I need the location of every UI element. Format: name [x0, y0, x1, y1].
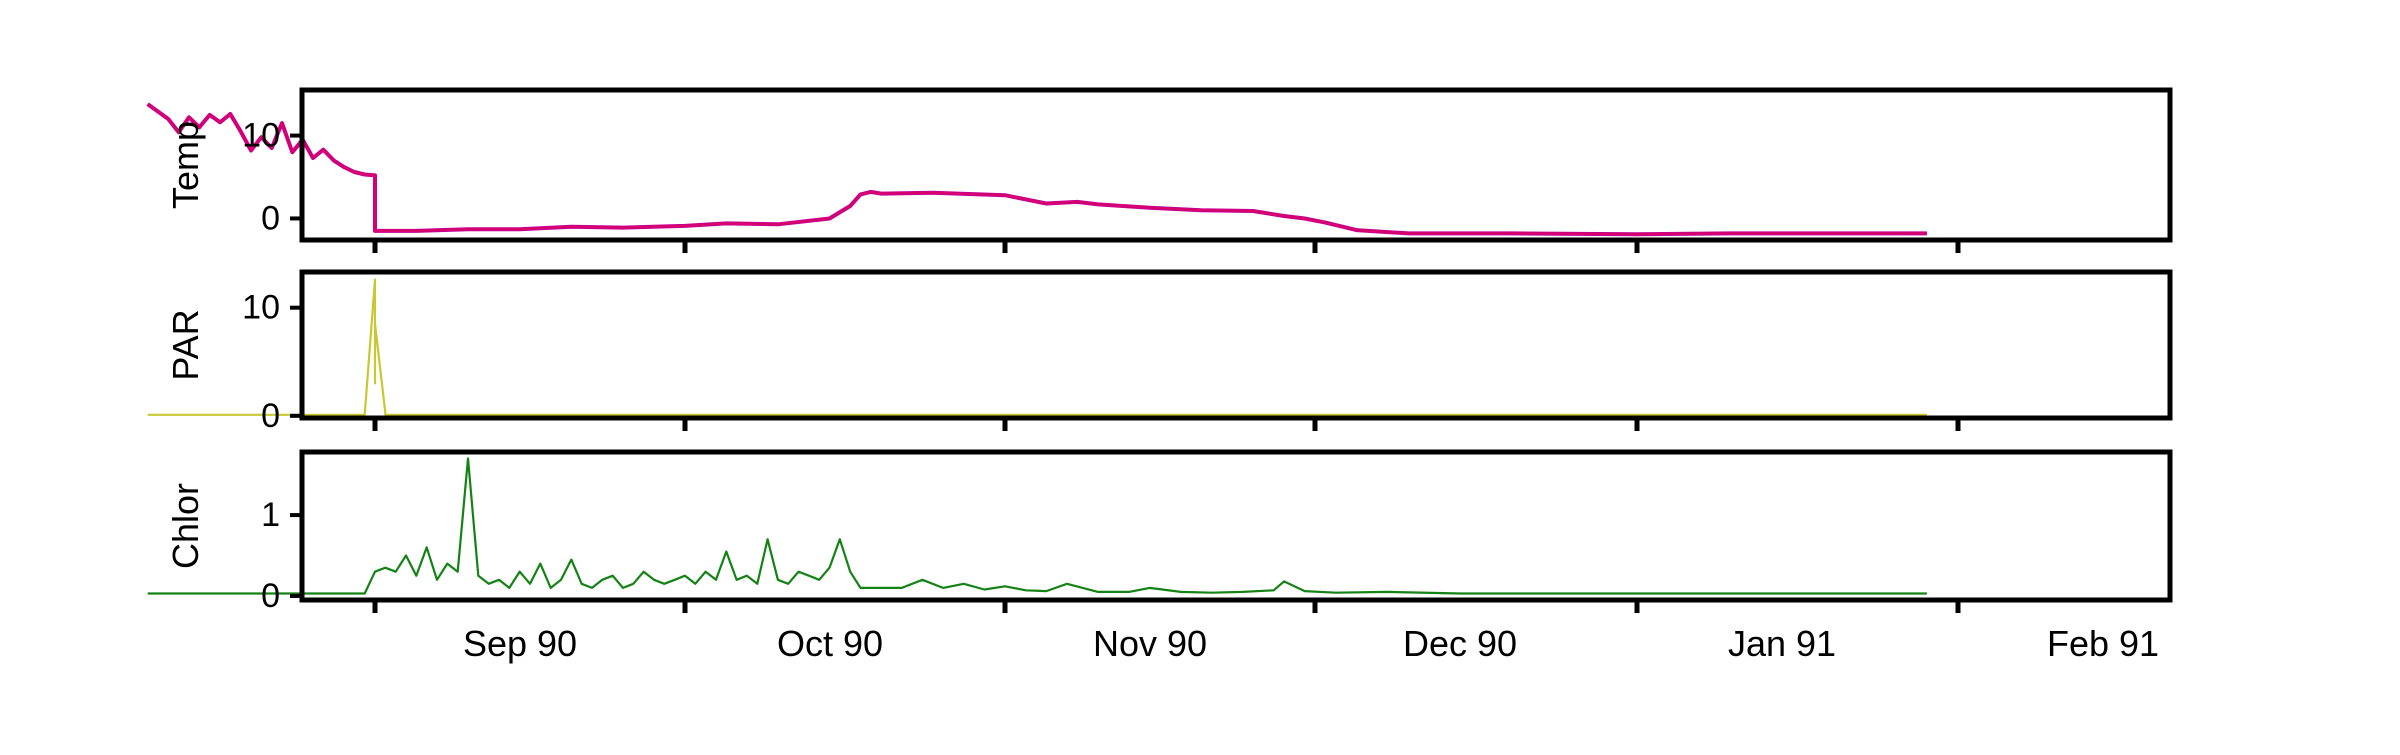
chlor-y-tick-label: 1	[261, 496, 280, 534]
temp-plot-frame	[299, 87, 2173, 243]
par-plot-frame	[299, 269, 2173, 421]
chlor-plot-frame	[299, 449, 2173, 603]
par-series-line	[147, 278, 1927, 416]
temp-y-axis-label: Temp	[165, 121, 206, 209]
temp-y-tick-label: 0	[261, 199, 280, 237]
chlor-y-tick-label: 0	[261, 577, 280, 615]
x-tick-label: Sep 90	[463, 623, 577, 664]
par-y-tick-label: 0	[261, 397, 280, 435]
par-y-tick-label: 10	[242, 289, 280, 327]
par-y-axis-label: PAR	[165, 309, 206, 380]
x-tick-label: Dec 90	[1403, 623, 1517, 664]
temp-series-line	[147, 103, 1927, 236]
x-tick-label: Feb 91	[2047, 623, 2159, 664]
x-tick-label: Nov 90	[1093, 623, 1207, 664]
temp-series-outline	[146, 102, 1927, 237]
x-tick-label: Jan 91	[1728, 623, 1836, 664]
chlor-y-axis-label: Chlor	[165, 483, 206, 569]
chlor-series-line	[147, 457, 1927, 595]
x-tick-label: Oct 90	[777, 623, 883, 664]
temp-y-tick-label: 10	[242, 117, 280, 155]
